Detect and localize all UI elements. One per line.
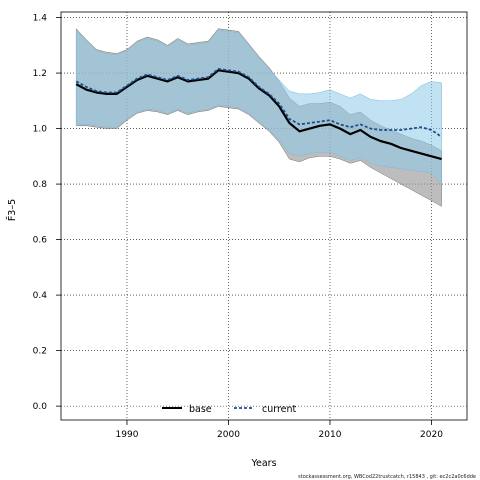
footer-credit: stockassessment.org, WBCod22trustcatch, … xyxy=(298,474,476,480)
x-tick-label: 2010 xyxy=(319,430,342,440)
x-tick-label: 1990 xyxy=(116,430,139,440)
x-tick-label: 2000 xyxy=(217,430,240,440)
y-tick-label: 1.2 xyxy=(33,69,47,79)
x-axis-label: Years xyxy=(250,458,276,469)
y-tick-label: 0.4 xyxy=(33,291,48,301)
band-current xyxy=(75,29,442,185)
y-axis-label: F̄3–5 xyxy=(6,199,18,221)
legend: base current xyxy=(162,404,297,415)
line-base xyxy=(75,69,442,161)
y-tick-label: 0.8 xyxy=(33,180,48,190)
plot-frame xyxy=(60,11,468,421)
confidence-bands xyxy=(75,28,442,207)
y-tick-label: 1.0 xyxy=(33,125,48,135)
y-tick-label: 0.0 xyxy=(33,402,48,412)
y-tick-label: 0.2 xyxy=(33,347,47,357)
y-tick-label: 1.4 xyxy=(33,14,48,24)
axis-ticks: 1990 2000 2010 2020 0.0 0.2 0.4 0.6 0.8 1.0 1.2 1.4 xyxy=(33,14,444,440)
line-current xyxy=(75,68,443,138)
x-tick-label: 2020 xyxy=(420,430,443,440)
series-lines xyxy=(75,68,443,161)
grid xyxy=(61,12,467,420)
legend-label-current: current xyxy=(262,404,297,415)
y-tick-label: 0.6 xyxy=(33,236,48,246)
legend-label-base: base xyxy=(189,404,212,415)
